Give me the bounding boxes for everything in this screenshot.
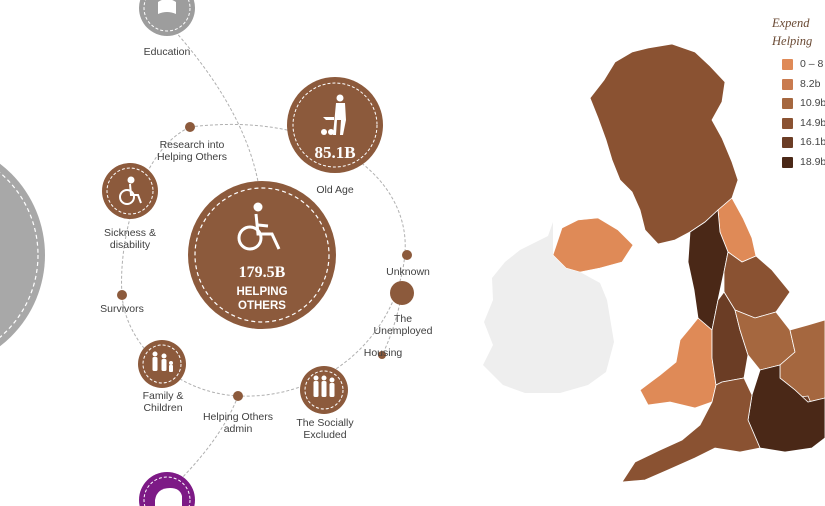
legend-rows: 0 – 8 8.2b 10.9b 14.9b 16.1b 18.9b: [772, 56, 825, 173]
group-people-icon: [313, 375, 335, 397]
legend-swatch: [782, 98, 793, 109]
sickness-circle-ring: [106, 167, 154, 215]
legend-item: 18.9b: [772, 154, 825, 174]
legend-item: 8.2b: [772, 76, 825, 96]
bottom-purple-circle-ring: [143, 476, 191, 506]
unknown-label: Unknown: [386, 266, 430, 278]
education-label: Education: [143, 46, 191, 58]
survivors-label: Survivors: [100, 303, 144, 315]
legend-title-line2: Helping: [772, 34, 813, 48]
legend-item: 14.9b: [772, 115, 825, 135]
education-icon: [158, 0, 176, 14]
region-south-west[interactable]: [621, 377, 761, 483]
region-wales[interactable]: [639, 317, 717, 409]
piggy-bank-icon: [155, 488, 182, 506]
legend-title-line1: Expend: [772, 16, 810, 30]
orbit-admin-to-bottom: [174, 395, 239, 486]
legend-label: 10.9b: [800, 97, 825, 109]
legend-swatch: [782, 117, 793, 129]
admin-label: Helping Others admin: [202, 411, 274, 435]
wheelchair-icon: [119, 176, 142, 205]
family-circle-ring: [142, 344, 182, 384]
sickness-label: Sickness & disability: [104, 227, 156, 251]
helping-others-circle-ring: [194, 187, 330, 323]
legend-item: 10.9b: [772, 95, 825, 115]
unemployed-label: The Unemployed: [373, 313, 433, 337]
unknown-dot[interactable]: [402, 250, 412, 260]
survivors-dot[interactable]: [117, 290, 127, 300]
elderly-walker-icon: [321, 94, 346, 135]
socially-excluded-circle-ring: [304, 370, 344, 410]
education-circle[interactable]: [139, 0, 195, 36]
ireland-republic[interactable]: [483, 222, 614, 393]
education-circle-ring: [143, 0, 191, 32]
map-ireland: [483, 217, 634, 393]
wheelchair-large-icon-head: [253, 202, 263, 212]
helping-others-title-line1: HELPING: [236, 286, 288, 298]
old-age-label: Old Age: [316, 184, 354, 196]
old-age-circle-ring: [292, 82, 378, 168]
helping-others-circle[interactable]: [188, 181, 336, 329]
unemployed-circle[interactable]: [390, 281, 414, 305]
legend-label: 8.2b: [800, 77, 821, 90]
orbit-inner: [121, 123, 406, 397]
legend-swatch: [782, 59, 793, 70]
family-icon: [152, 351, 173, 372]
helping-others-title-line2: OTHERS: [238, 300, 286, 312]
left-grey-circle[interactable]: [0, 140, 45, 370]
socially-excluded-label: The Socially Excluded: [296, 417, 354, 441]
housing-label: Housing: [363, 347, 403, 359]
legend-swatch: [782, 156, 793, 168]
helping-others-value: 179.5B: [238, 264, 286, 281]
legend-label: 18.9b: [800, 155, 825, 168]
legend-item: 16.1b: [772, 134, 825, 154]
old-age-value: 85.1B: [314, 143, 356, 162]
legend-item: 0 – 8: [772, 56, 825, 76]
family-label: Family & Children: [142, 390, 184, 414]
region-scotland[interactable]: [589, 43, 739, 245]
legend-swatch: [782, 78, 793, 90]
map-legend: Expend Helping 0 – 8 8.2b 10.9b 14.9b 16.1b 1…: [772, 14, 825, 173]
housing-dot[interactable]: [378, 351, 386, 359]
northern-ireland[interactable]: [552, 217, 634, 273]
legend-label: 0 – 8: [800, 58, 824, 70]
wheelchair-large-icon: [237, 213, 281, 251]
left-grey-circle-ring: [0, 171, 39, 339]
admin-dot[interactable]: [233, 391, 243, 401]
legend-label: 16.1b: [800, 136, 825, 148]
research-label: Research into Helping Others: [156, 139, 228, 163]
legend-label: 14.9b: [800, 116, 825, 129]
legend-swatch: [782, 137, 793, 148]
research-dot[interactable]: [185, 122, 195, 132]
map-great-britain: [589, 43, 825, 483]
